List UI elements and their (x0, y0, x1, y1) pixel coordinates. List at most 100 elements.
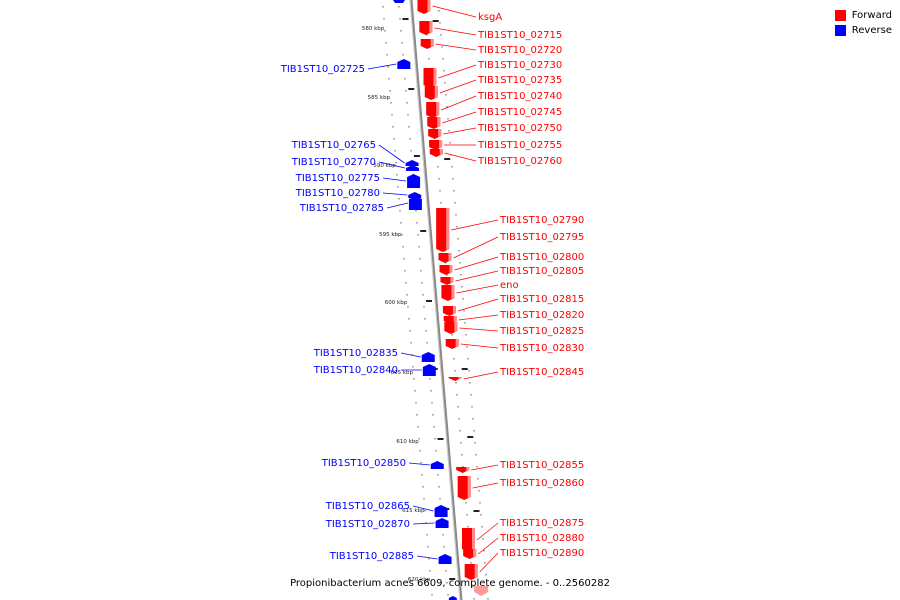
forward-gene-arrow[interactable] (429, 140, 443, 150)
forward-gene-label[interactable]: TIB1ST10_02855 (499, 460, 584, 471)
forward-gene-arrow[interactable] (423, 68, 437, 88)
scale-dot (440, 202, 442, 204)
forward-gene-label[interactable]: TIB1ST10_02790 (499, 215, 584, 226)
reverse-gene-arrow[interactable] (406, 165, 419, 171)
forward-gene-label[interactable]: TIB1ST10_02805 (499, 266, 584, 277)
scale-tick-label: 580 kbp (362, 26, 385, 32)
reverse-gene-arrow[interactable] (422, 364, 436, 376)
forward-gene-label[interactable]: TIB1ST10_02875 (499, 518, 584, 529)
scale-dot (461, 286, 463, 288)
legend-item-forward: Forward (834, 8, 892, 23)
scale-dot (410, 150, 412, 152)
forward-gene-label[interactable]: TIB1ST10_02820 (499, 310, 584, 321)
reverse-gene-label[interactable]: TIB1ST10_02835 (313, 348, 398, 359)
reverse-gene-label[interactable]: TIB1ST10_02885 (329, 551, 414, 562)
ruler-layer: 580 kbp 585 kbp 590 kbp 595 kbp 600 kbp 605 k… (362, 6, 489, 600)
forward-gene-arrow[interactable] (440, 277, 454, 285)
forward-gene-arrow[interactable] (442, 306, 456, 316)
forward-gene-shade (434, 86, 438, 98)
forward-gene-arrow[interactable] (448, 377, 462, 381)
forward-gene-label[interactable]: ksgA (478, 12, 502, 23)
forward-gene-label[interactable]: TIB1ST10_02740 (477, 91, 562, 102)
reverse-gene-label[interactable]: TIB1ST10_02785 (299, 203, 384, 214)
scale-dot (400, 222, 402, 224)
forward-gene-label[interactable]: TIB1ST10_02795 (499, 232, 584, 243)
genome-caption: Propionibacterium acnes 6609, complete g… (290, 578, 610, 589)
forward-gene-label[interactable]: TIB1ST10_02815 (499, 294, 584, 305)
reverse-gene-arrow[interactable] (407, 174, 421, 188)
scale-dot (427, 546, 429, 548)
reverse-gene-label[interactable]: TIB1ST10_02765 (291, 140, 376, 151)
forward-gene-label[interactable]: TIB1ST10_02760 (477, 156, 562, 167)
scale-dot (445, 262, 447, 264)
reverse-gene-arrow[interactable] (438, 554, 452, 564)
forward-gene-label[interactable]: TIB1ST10_02890 (499, 548, 584, 559)
forward-gene-label[interactable]: TIB1ST10_02845 (499, 367, 584, 378)
forward-gene-label[interactable]: TIB1ST10_02735 (477, 75, 562, 86)
forward-gene-label[interactable]: TIB1ST10_02755 (477, 140, 562, 151)
reverse-gene-arrow[interactable] (430, 461, 444, 469)
scale-dot (448, 130, 450, 132)
forward-gene-label[interactable]: TIB1ST10_02720 (477, 45, 562, 56)
forward-gene-label[interactable]: TIB1ST10_02800 (499, 252, 584, 263)
reverse-gene-arrow[interactable] (435, 518, 449, 528)
reverse-gene-arrow-partial[interactable] (393, 0, 405, 3)
scale-dot (426, 534, 428, 536)
forward-gene-arrow[interactable] (420, 39, 434, 49)
forward-gene-label[interactable]: TIB1ST10_02880 (499, 533, 584, 544)
reverse-gene-label[interactable]: TIB1ST10_02770 (291, 157, 376, 168)
forward-gene-label[interactable]: TIB1ST10_02715 (477, 30, 562, 41)
forward-gene-arrow[interactable] (462, 528, 475, 552)
forward-gene-arrow[interactable] (438, 253, 452, 263)
reverse-gene-arrow[interactable] (405, 160, 419, 166)
reverse-gene-label[interactable]: TIB1ST10_02865 (325, 501, 410, 512)
reverse-gene-arrow-partial[interactable] (448, 596, 457, 600)
forward-gene-shade (466, 467, 470, 471)
reverse-gene-label[interactable]: TIB1ST10_02850 (321, 458, 406, 469)
forward-gene-leader (457, 298, 499, 312)
reverse-gene-label[interactable]: TIB1ST10_02840 (313, 365, 398, 376)
forward-gene-arrow[interactable] (464, 564, 478, 580)
scale-dot (382, 6, 384, 8)
scale-dot (434, 438, 436, 440)
forward-gene-arrow[interactable] (456, 467, 470, 473)
reverse-gene-arrow[interactable] (397, 59, 411, 69)
scale-tick-label: 620 kbp (408, 577, 431, 583)
forward-gene-arrow[interactable] (417, 0, 431, 14)
reverse-gene-arrow[interactable] (408, 196, 422, 210)
scale-dot (391, 114, 393, 116)
forward-gene-leader (460, 343, 499, 349)
reverse-gene-arrow[interactable] (408, 192, 422, 198)
reverse-gene-label[interactable]: TIB1ST10_02725 (280, 64, 365, 75)
reverse-gene-label[interactable]: TIB1ST10_02780 (295, 188, 380, 199)
legend: Forward Reverse (834, 8, 892, 38)
reverse-gene-label[interactable]: TIB1ST10_02775 (295, 173, 380, 184)
reverse-gene-arrow[interactable] (434, 505, 448, 517)
forward-gene-arrow[interactable] (436, 208, 450, 252)
forward-gene-arrow[interactable] (463, 549, 477, 559)
forward-gene-arrow[interactable] (427, 117, 441, 129)
forward-gene-arrow[interactable] (441, 285, 455, 301)
scale-dot (457, 406, 459, 408)
forward-gene-arrow[interactable] (444, 322, 458, 334)
forward-gene-arrow[interactable] (426, 102, 440, 118)
forward-gene-label[interactable]: TIB1ST10_02750 (477, 123, 562, 134)
forward-gene-arrow[interactable] (424, 86, 438, 100)
forward-gene-label[interactable]: eno (500, 280, 519, 291)
reverse-gene-arrow[interactable] (421, 352, 435, 362)
scale-dot (429, 570, 431, 572)
forward-gene-label[interactable]: TIB1ST10_02730 (477, 60, 562, 71)
forward-gene-arrow[interactable] (457, 476, 471, 500)
reverse-gene-label[interactable]: TIB1ST10_02870 (325, 519, 410, 530)
forward-gene-leader (463, 371, 499, 380)
forward-gene-arrow[interactable] (419, 21, 433, 35)
forward-gene-label[interactable]: TIB1ST10_02860 (499, 478, 584, 489)
forward-gene-arrow[interactable] (439, 265, 453, 275)
forward-gene-label[interactable]: TIB1ST10_02830 (499, 343, 584, 354)
forward-gene-arrow-partial[interactable] (474, 586, 489, 596)
forward-gene-label[interactable]: TIB1ST10_02745 (477, 107, 562, 118)
forward-gene-label[interactable]: TIB1ST10_02825 (499, 326, 584, 337)
forward-gene-arrow[interactable] (428, 129, 442, 139)
forward-gene-arrow[interactable] (445, 339, 459, 349)
forward-gene-arrow[interactable] (429, 149, 443, 157)
